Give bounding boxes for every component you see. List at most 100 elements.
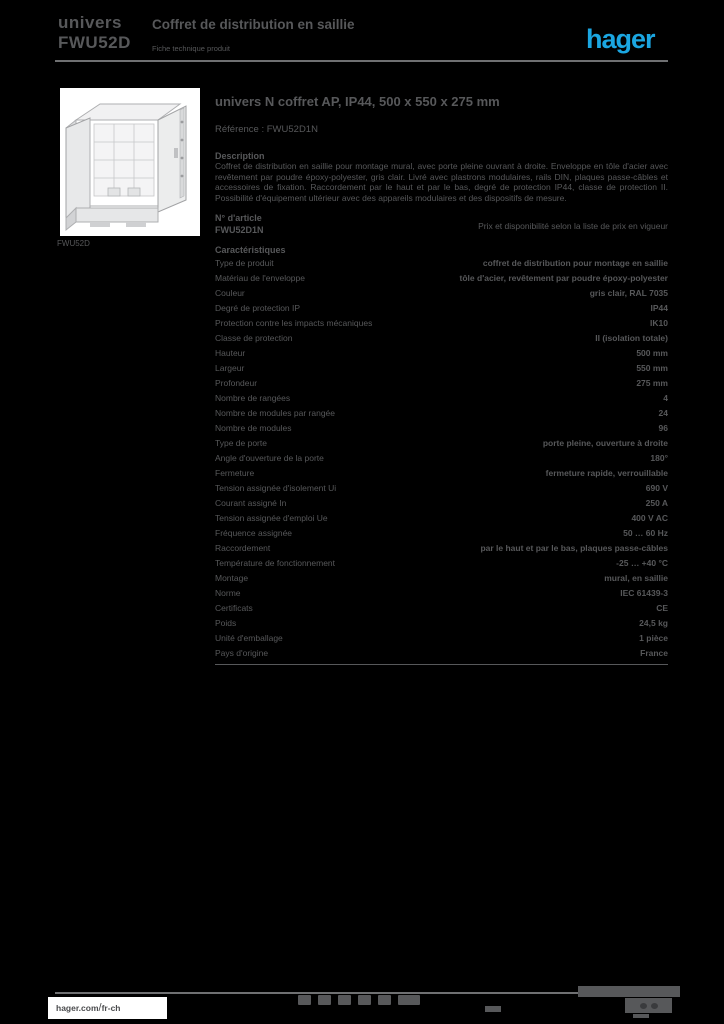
characteristic-label: Raccordement <box>215 543 271 553</box>
characteristic-value: 24,5 kg <box>639 618 668 628</box>
header-subtitle: Fiche technique produit <box>152 44 230 53</box>
characteristic-value: 275 mm <box>636 378 668 388</box>
characteristic-label: Courant assigné In <box>215 498 287 508</box>
characteristic-value: IK10 <box>650 318 668 328</box>
characteristic-value: mural, en saillie <box>604 573 668 583</box>
table-row: Couleur gris clair, RAL 7035 <box>215 286 668 301</box>
characteristic-label: Unité d'emballage <box>215 633 283 643</box>
table-row: Tension assignée d'isolement Ui 690 V <box>215 481 668 496</box>
table-row: Largeur 550 mm <box>215 361 668 376</box>
header-ref-line1: univers <box>58 13 122 32</box>
description-text: Coffret de distribution en saillie pour … <box>215 161 668 203</box>
characteristic-label: Matériau de l'enveloppe <box>215 273 305 283</box>
table-row: Norme IEC 61439-3 <box>215 586 668 601</box>
characteristic-value: 550 mm <box>636 363 668 373</box>
characteristic-value: 1 pièce <box>639 633 668 643</box>
characteristic-label: Nombre de rangées <box>215 393 291 403</box>
characteristic-value: gris clair, RAL 7035 <box>589 288 668 298</box>
table-row: Certificats CE <box>215 601 668 616</box>
article-number-value: FWU52D1N <box>215 225 264 235</box>
article-number-label: N° d'article <box>215 213 262 223</box>
characteristic-value: 4 <box>663 393 668 403</box>
table-row: Unité d'emballage 1 pièce <box>215 631 668 646</box>
table-row: Tension assignée d'emploi Ue 400 V AC <box>215 511 668 526</box>
table-row: Nombre de modules par rangée 24 <box>215 406 668 421</box>
characteristic-value: 24 <box>658 408 668 418</box>
characteristic-label: Nombre de modules <box>215 423 292 433</box>
footer-url-link[interactable]: hager.com/fr-ch <box>48 997 167 1019</box>
characteristic-label: Type de produit <box>215 258 274 268</box>
header-ref-line2: FWU52D <box>58 33 131 52</box>
characteristic-label: Largeur <box>215 363 245 373</box>
table-row: Température de fonctionnement -25 … +40 °… <box>215 556 668 571</box>
table-row: Degré de protection IP IP44 <box>215 301 668 316</box>
footer-company-logo <box>625 998 672 1013</box>
table-row: Poids 24,5 kg <box>215 616 668 631</box>
characteristic-label: Degré de protection IP <box>215 303 301 313</box>
page-title: univers N coffret AP, IP44, 500 x 550 x … <box>215 94 500 109</box>
characteristic-value: par le haut et par le bas, plaques passe… <box>480 543 668 553</box>
characteristic-label: Poids <box>215 618 237 628</box>
product-image <box>60 88 200 236</box>
header-divider <box>55 60 668 62</box>
characteristic-value: 690 V <box>645 483 668 493</box>
table-row: Hauteur 500 mm <box>215 346 668 361</box>
characteristic-label: Tension assignée d'isolement Ui <box>215 483 337 493</box>
characteristics-heading: Caractéristiques <box>215 245 286 255</box>
characteristic-value: France <box>640 648 668 658</box>
footer-divider <box>55 992 668 994</box>
characteristic-value: IP44 <box>650 303 669 313</box>
characteristic-value: coffret de distribution pour montage en … <box>482 258 668 268</box>
table-row: Type de porte porte pleine, ouverture à d… <box>215 436 668 451</box>
table-row: Fermeture fermeture rapide, verrouillable <box>215 466 668 481</box>
characteristic-label: Type de porte <box>215 438 267 448</box>
characteristic-label: Classe de protection <box>215 333 293 343</box>
table-row: Pays d'origine France <box>215 646 668 661</box>
ce-mark-icon <box>298 995 311 1005</box>
characteristic-label: Profondeur <box>215 378 258 388</box>
footer-url-slash: / <box>98 1002 102 1014</box>
header-product-reference: univers FWU52D <box>58 13 158 53</box>
table-row: Courant assigné In 250 A <box>215 496 668 511</box>
table-row: Classe de protection II (isolation totale… <box>215 331 668 346</box>
footer-logo-tail <box>633 1014 649 1018</box>
table-row: Protection contre les impacts mécaniques… <box>215 316 668 331</box>
quality-mark-icon <box>378 995 391 1005</box>
product-reference: Référence : FWU52D1N <box>215 124 318 135</box>
characteristic-value: 400 V AC <box>631 513 668 523</box>
characteristic-label: Norme <box>215 588 241 598</box>
characteristic-value: 96 <box>658 423 668 433</box>
characteristic-value: IEC 61439-3 <box>620 588 668 598</box>
table-row: Angle d'ouverture de la porte 180° <box>215 451 668 466</box>
characteristic-label: Couleur <box>215 288 245 298</box>
characteristic-label: Angle d'ouverture de la porte <box>215 453 324 463</box>
characteristic-label: Hauteur <box>215 348 246 358</box>
recycling-mark-icon <box>338 995 351 1005</box>
characteristics-table: Type de produit coffret de distribution p… <box>215 256 668 665</box>
characteristic-value: 500 mm <box>636 348 668 358</box>
conformity-mark-icon <box>398 995 420 1005</box>
footer-url-prefix: hager.com <box>56 1003 99 1013</box>
characteristic-value: 50 … 60 Hz <box>623 528 668 538</box>
weee-mark-icon <box>318 995 331 1005</box>
characteristic-label: Pays d'origine <box>215 648 269 658</box>
footer-company-line <box>578 986 680 997</box>
characteristic-label: Montage <box>215 573 249 583</box>
cabinet-illustration <box>65 103 187 232</box>
characteristic-value: fermeture rapide, verrouillable <box>545 468 668 478</box>
table-row: Fréquence assignée 50 … 60 Hz <box>215 526 668 541</box>
table-row: Nombre de rangées 4 <box>215 391 668 406</box>
characteristic-label: Protection contre les impacts mécaniques <box>215 318 373 328</box>
logo-dot-icon <box>650 1002 658 1009</box>
iso-mark-icon <box>358 995 371 1005</box>
availability-note: Prix et disponibilité selon la liste de … <box>478 221 668 231</box>
characteristic-label: Certificats <box>215 603 253 613</box>
table-row: Montage mural, en saillie <box>215 571 668 586</box>
logo-dot-icon <box>639 1002 647 1009</box>
characteristic-label: Fréquence assignée <box>215 528 293 538</box>
characteristic-value: porte pleine, ouverture à droite <box>542 438 668 448</box>
characteristic-label: Fermeture <box>215 468 255 478</box>
characteristic-label: Température de fonctionnement <box>215 558 336 568</box>
characteristic-value: tôle d'acier, revêtement par poudre épox… <box>459 273 668 283</box>
